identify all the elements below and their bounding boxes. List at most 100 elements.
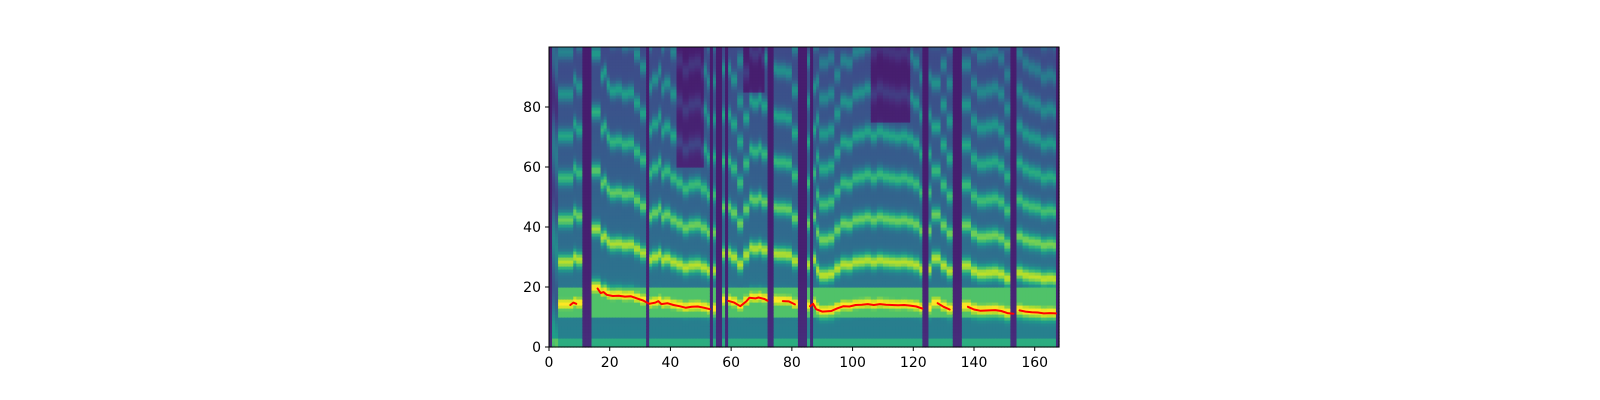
heatmap-cell xyxy=(582,275,587,279)
heatmap-cell xyxy=(570,299,574,303)
heatmap-cell xyxy=(576,65,580,69)
heatmap-cell xyxy=(603,101,608,105)
heatmap-cell xyxy=(573,68,577,72)
heatmap-cell xyxy=(661,59,665,63)
heatmap-cell xyxy=(606,335,611,339)
heatmap-cell xyxy=(576,110,580,114)
heatmap-cell xyxy=(630,155,635,159)
heatmap-cell xyxy=(630,326,635,330)
heatmap-cell xyxy=(576,68,580,72)
heatmap-cell xyxy=(679,329,684,333)
heatmap-cell xyxy=(582,233,587,237)
heatmap-cell xyxy=(603,230,608,234)
heatmap-cell xyxy=(646,341,650,345)
heatmap-cell xyxy=(652,122,656,126)
heatmap-cell xyxy=(646,185,650,189)
heatmap-cell xyxy=(612,128,617,132)
heatmap-cell xyxy=(618,308,623,312)
heatmap-cell xyxy=(627,179,632,183)
heatmap-cell xyxy=(615,302,620,306)
heatmap-cell xyxy=(652,275,656,279)
heatmap-cell xyxy=(679,344,684,348)
heatmap-cell xyxy=(640,152,644,156)
heatmap-cell xyxy=(621,263,626,267)
heatmap-cell xyxy=(579,110,583,114)
heatmap-cell xyxy=(555,161,559,165)
heatmap-cell xyxy=(561,230,565,234)
heatmap-cell xyxy=(552,149,556,153)
heatmap-cell xyxy=(667,248,672,252)
heatmap-cell xyxy=(667,191,672,195)
heatmap-cell xyxy=(555,287,559,291)
heatmap-cell xyxy=(670,104,675,108)
heatmap-cell xyxy=(597,65,602,69)
heatmap-cell xyxy=(667,167,672,171)
heatmap-cell xyxy=(615,317,620,321)
heatmap-cell xyxy=(640,128,644,132)
heatmap-cell xyxy=(561,332,565,336)
heatmap-cell xyxy=(618,146,623,150)
heatmap-cell xyxy=(612,125,617,129)
heatmap-cell xyxy=(609,266,614,270)
heatmap-cell xyxy=(603,272,608,276)
heatmap-cell xyxy=(549,113,553,117)
heatmap-cell xyxy=(643,233,647,237)
heatmap-cell xyxy=(588,341,593,345)
heatmap-cell xyxy=(630,122,635,126)
heatmap-cell xyxy=(661,167,665,171)
heatmap-cell xyxy=(679,221,684,225)
heatmap-cell xyxy=(603,284,608,288)
heatmap-cell xyxy=(667,236,672,240)
heatmap-cell xyxy=(667,299,672,303)
heatmap-cell xyxy=(570,188,574,192)
heatmap-cell xyxy=(640,83,644,87)
heatmap-cell xyxy=(561,125,565,129)
heatmap-cell xyxy=(585,110,590,114)
heatmap-cell xyxy=(597,323,602,327)
heatmap-cell xyxy=(618,272,623,276)
heatmap-cell xyxy=(570,200,574,204)
heatmap-cell xyxy=(627,293,632,297)
heatmap-cell xyxy=(594,146,599,150)
heatmap-cell xyxy=(621,95,626,99)
heatmap-cell xyxy=(618,116,623,120)
heatmap-cell xyxy=(646,293,650,297)
heatmap-cell xyxy=(661,332,665,336)
heatmap-cell xyxy=(679,182,684,186)
heatmap-cell xyxy=(646,287,650,291)
heatmap-cell xyxy=(570,251,574,255)
heatmap-cell xyxy=(549,95,553,99)
heatmap-cell xyxy=(649,167,653,171)
heatmap-cell xyxy=(676,233,681,237)
heatmap-cell xyxy=(558,218,562,222)
heatmap-cell xyxy=(637,134,641,138)
heatmap-cell xyxy=(649,65,653,69)
heatmap-cell xyxy=(579,158,583,162)
heatmap-cell xyxy=(552,260,556,264)
heatmap-cell xyxy=(612,152,617,156)
heatmap-cell xyxy=(555,65,559,69)
heatmap-cell xyxy=(558,137,562,141)
heatmap-cell xyxy=(637,332,641,336)
heatmap-cell xyxy=(585,158,590,162)
heatmap-cell xyxy=(573,251,577,255)
heatmap-cell xyxy=(646,266,650,270)
heatmap-cell xyxy=(549,119,553,123)
heatmap-cell xyxy=(552,311,556,315)
heatmap-cell xyxy=(612,344,617,348)
heatmap-cell xyxy=(627,119,632,123)
heatmap-cell xyxy=(667,62,672,66)
heatmap-cell xyxy=(561,155,565,159)
heatmap-cell xyxy=(555,284,559,288)
heatmap-cell xyxy=(588,224,593,228)
heatmap-cell xyxy=(597,320,602,324)
heatmap-cell xyxy=(561,140,565,144)
heatmap-cell xyxy=(585,221,590,225)
heatmap-cell xyxy=(640,344,644,348)
heatmap-cell xyxy=(649,131,653,135)
heatmap-cell xyxy=(612,92,617,96)
heatmap-cell xyxy=(606,323,611,327)
heatmap-cell xyxy=(630,335,635,339)
heatmap-cell xyxy=(630,260,635,264)
heatmap-cell xyxy=(676,224,681,228)
